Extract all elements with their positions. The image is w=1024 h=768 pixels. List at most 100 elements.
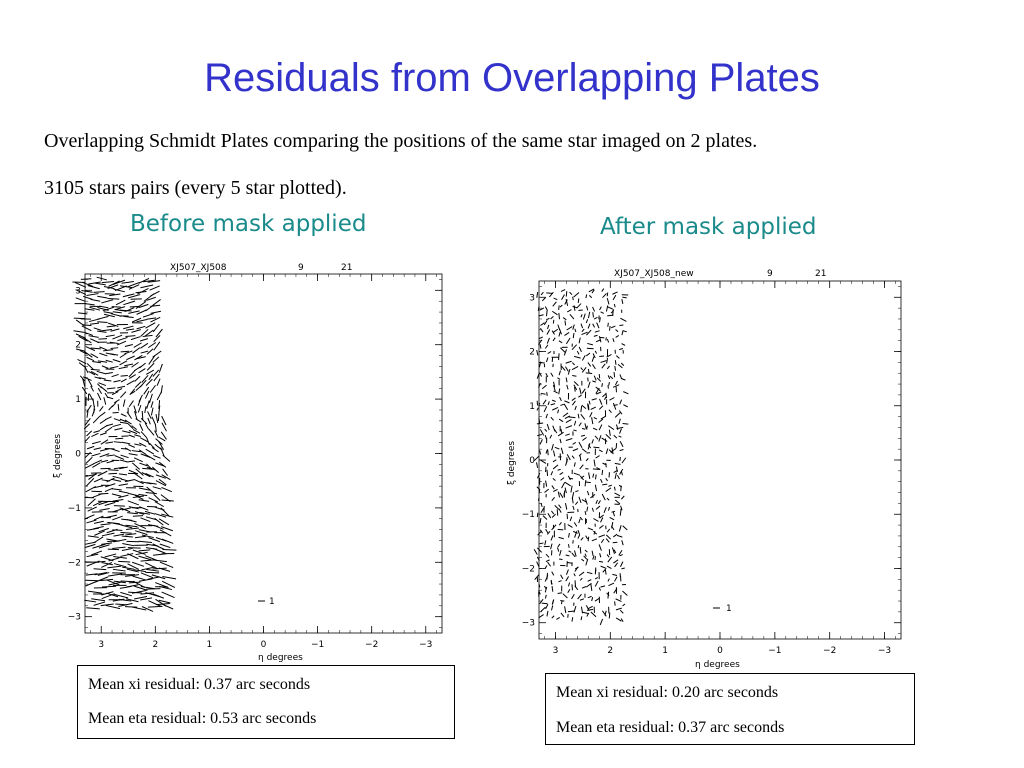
residual-vector xyxy=(139,511,151,515)
residual-vector xyxy=(615,598,622,603)
residual-vector xyxy=(552,450,556,457)
residual-vector xyxy=(92,361,102,364)
residual-vector xyxy=(536,349,539,356)
residual-vector xyxy=(101,562,113,568)
residual-vector xyxy=(87,506,97,512)
residual-vector xyxy=(159,561,174,569)
residual-vector xyxy=(605,337,607,341)
residual-vector xyxy=(150,316,161,323)
residual-vector xyxy=(546,572,548,580)
residual-vector xyxy=(145,369,155,375)
residual-vector xyxy=(132,549,146,555)
residual-vector xyxy=(606,338,610,343)
residual-vector xyxy=(152,466,159,474)
residual-vector xyxy=(621,299,624,304)
y-tick-label: 3 xyxy=(529,293,535,303)
residual-vector xyxy=(84,417,91,426)
residual-vector xyxy=(160,494,171,503)
residual-vector xyxy=(119,421,129,425)
residual-vector xyxy=(595,386,601,392)
residual-vector xyxy=(563,403,569,411)
residual-vector xyxy=(153,553,167,556)
residual-vector xyxy=(146,568,160,572)
x-tick-label: −2 xyxy=(365,640,378,650)
residual-vector xyxy=(550,535,554,541)
residual-vector xyxy=(615,329,619,333)
residual-vector xyxy=(138,449,147,456)
residual-vector xyxy=(590,493,596,499)
residual-vector xyxy=(578,337,581,344)
residual-vector xyxy=(587,368,590,374)
residual-vector xyxy=(550,316,554,320)
residual-vector xyxy=(151,447,159,453)
residual-vector xyxy=(541,297,546,302)
residual-vector xyxy=(124,479,135,483)
residual-vector xyxy=(591,289,595,294)
residual-vector xyxy=(90,368,100,371)
residual-vector xyxy=(565,554,570,557)
residual-vector xyxy=(573,429,577,432)
residual-vector xyxy=(148,537,161,543)
residual-vector xyxy=(101,280,115,284)
residual-vector xyxy=(111,448,120,453)
residual-vector xyxy=(100,459,109,463)
residual-vector xyxy=(540,502,543,507)
residual-vector xyxy=(128,430,138,435)
plot-number-1: 9 xyxy=(298,263,304,273)
residual-vector xyxy=(618,435,622,438)
residual-vector xyxy=(134,381,142,388)
residual-vector xyxy=(161,422,167,432)
residual-vector xyxy=(598,418,604,423)
residual-vector xyxy=(586,506,589,512)
residual-vector xyxy=(552,464,559,470)
residual-vector xyxy=(551,399,556,402)
residual-vector xyxy=(538,402,541,407)
residual-vector xyxy=(86,356,95,362)
residual-vector xyxy=(580,537,584,541)
residual-vector xyxy=(536,486,541,491)
residual-vector xyxy=(546,423,550,431)
residual-vector xyxy=(86,607,100,610)
residual-vector xyxy=(136,319,147,323)
residual-vector xyxy=(152,567,167,570)
residual-vector xyxy=(546,292,553,294)
residual-vector xyxy=(572,324,575,330)
residual-vector xyxy=(537,306,540,311)
residual-vector xyxy=(103,379,112,382)
residual-vector xyxy=(579,387,582,395)
residual-vector xyxy=(619,449,624,452)
residual-vector xyxy=(151,574,166,580)
residual-vector xyxy=(110,328,120,332)
y-tick-label: 1 xyxy=(529,402,535,412)
x-tick-label: 0 xyxy=(261,640,267,650)
residual-vector xyxy=(586,582,592,588)
residual-vector xyxy=(558,418,564,423)
residual-vector xyxy=(560,599,565,602)
residual-vector xyxy=(94,530,105,536)
residual-vector xyxy=(144,329,154,337)
residual-vector xyxy=(601,363,606,369)
residual-vector xyxy=(107,521,120,525)
residual-vector xyxy=(579,455,582,462)
residual-vector xyxy=(547,324,550,330)
residual-vector xyxy=(106,579,120,586)
after-heading: After mask applied xyxy=(600,214,817,240)
residual-vector xyxy=(584,510,587,515)
residual-vector xyxy=(572,296,574,301)
residual-vector xyxy=(118,494,129,499)
residual-vector xyxy=(587,381,591,389)
residual-vector xyxy=(153,335,161,342)
residual-vector xyxy=(88,335,99,338)
residual-vector xyxy=(545,480,548,487)
residual-vector xyxy=(106,423,114,427)
residual-vector xyxy=(602,462,607,466)
residual-vector xyxy=(114,306,126,311)
residual-vector xyxy=(109,365,119,369)
residual-vector xyxy=(86,293,99,296)
residual-vector xyxy=(129,305,140,308)
residual-vector xyxy=(599,553,602,558)
residual-vector xyxy=(609,397,615,401)
residual-vector xyxy=(613,533,618,538)
residual-vector xyxy=(552,406,559,411)
residual-vector xyxy=(606,554,610,558)
